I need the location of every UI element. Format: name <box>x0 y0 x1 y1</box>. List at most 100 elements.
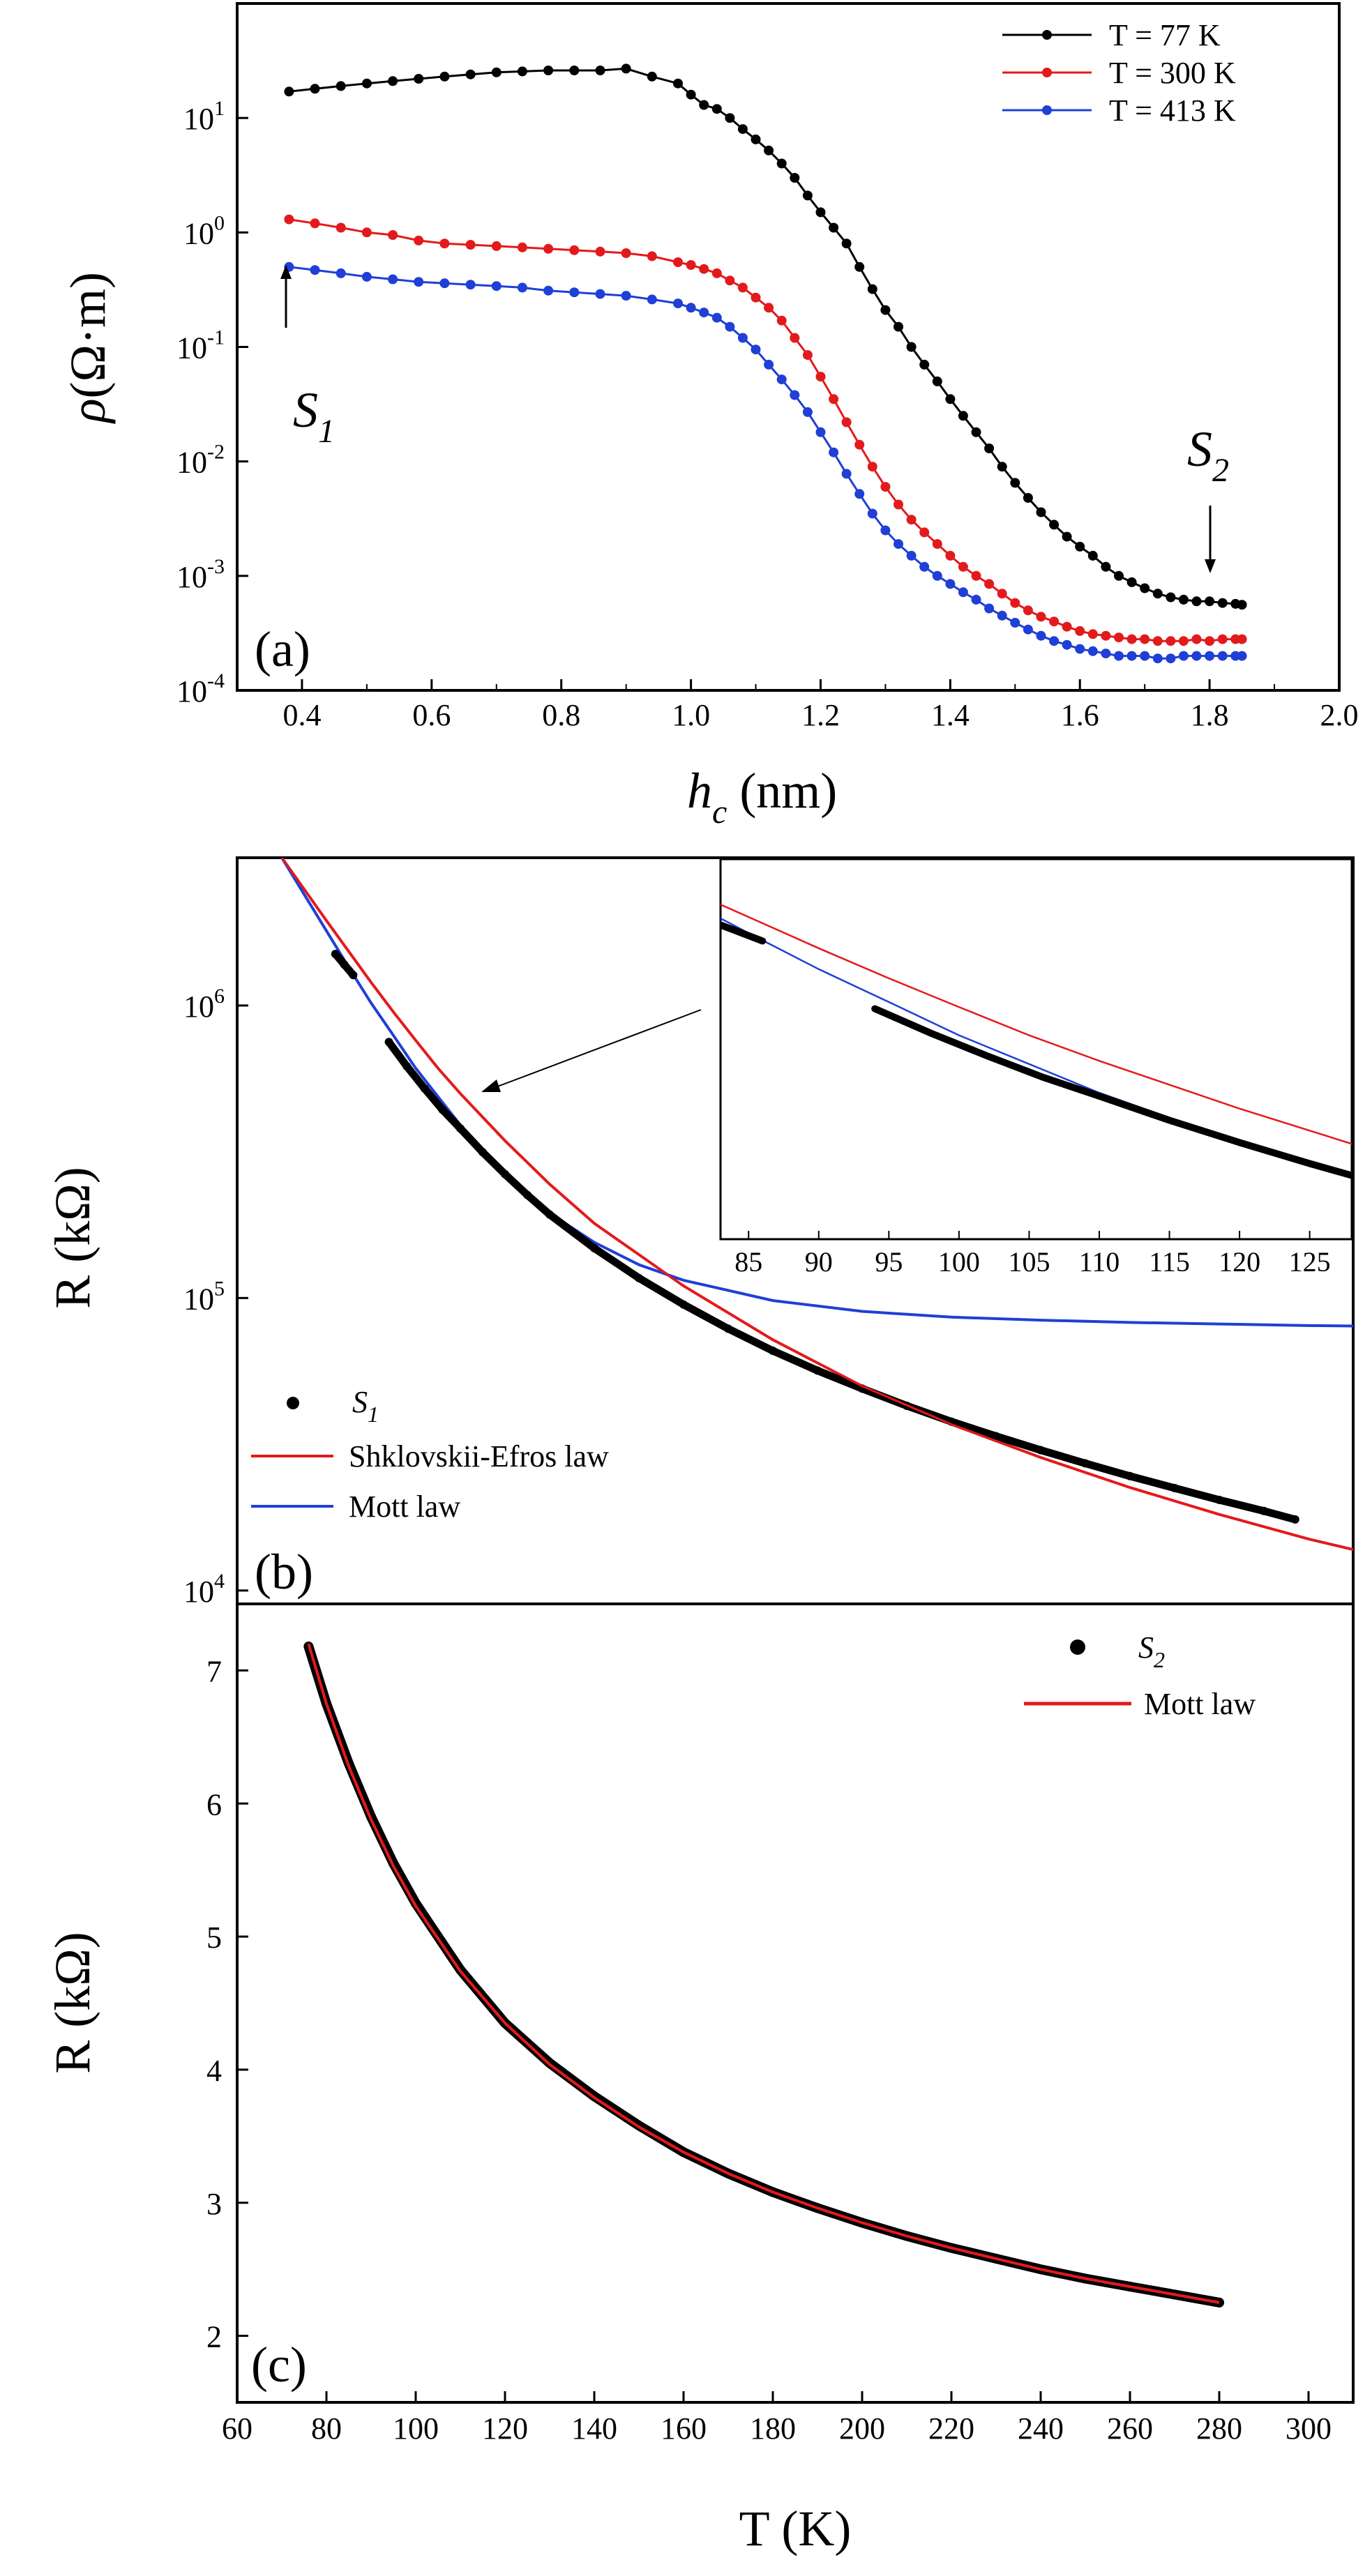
a-series-point <box>1191 596 1202 607</box>
a-series-point <box>647 294 657 305</box>
c-x-tick-label: 300 <box>1286 2411 1332 2446</box>
a-series-point <box>737 124 748 135</box>
a-series-point <box>958 561 968 572</box>
c-x-tick-label: 140 <box>571 2411 617 2446</box>
a-series-point <box>802 350 813 361</box>
a-series-point <box>595 246 605 257</box>
a-series-point <box>737 282 748 293</box>
a-series-point <box>673 78 683 89</box>
a-series-point <box>737 333 748 343</box>
a-series-point <box>1178 636 1189 646</box>
panel-a-resistivity-vs-hc: 0.4 0.6 0.8 1.0 1.2 1.4 1.6 1.8 2.0 10-4 10-3 10-2… <box>60 2 1359 831</box>
a-series-point <box>543 243 554 254</box>
a-series-point <box>919 527 930 538</box>
a-series-point <box>802 190 813 201</box>
inset-series <box>721 903 1352 1179</box>
legend-se-label: Shklovskii-Efros law <box>349 1439 609 1473</box>
annotation-s1-arrowhead <box>280 265 292 279</box>
c-x-tick-label: 220 <box>928 2411 974 2446</box>
a-series-point <box>388 230 398 240</box>
a-series-point <box>1152 653 1163 664</box>
a-series-point <box>686 260 696 270</box>
panel-b-legend: S1 Shklovskii-Efros law Mott law <box>251 1385 609 1524</box>
a-series-point <box>1023 493 1033 503</box>
a-series-point <box>867 508 877 519</box>
a-series-point <box>439 238 450 249</box>
a-series-point <box>1152 636 1163 646</box>
a-series-point <box>880 525 891 536</box>
a-series-point <box>815 372 826 382</box>
a-series-point <box>829 447 839 457</box>
b-series-group <box>280 858 1353 1552</box>
a-series-point <box>1075 541 1085 552</box>
a-series-point <box>1152 589 1163 599</box>
a-series-point <box>880 482 891 492</box>
a-series-point <box>790 390 800 400</box>
a-series-point <box>686 89 696 100</box>
a-series-point <box>388 76 398 86</box>
b-data-point <box>679 1300 688 1309</box>
a-series-point <box>1101 649 1111 659</box>
a-series-point <box>854 489 865 499</box>
panel-c-x-ticks: 60 80 100 120 140 160 180 200 220 240 260 280 300 <box>222 2391 1332 2446</box>
a-series-point <box>1140 651 1150 661</box>
b-data-point <box>456 1124 465 1133</box>
a-series-point <box>699 264 709 274</box>
a-series-point <box>1087 646 1098 656</box>
panel-a-y-axis-label: ρ(Ω·m) <box>60 272 116 424</box>
c-x-tick-label: 100 <box>393 2411 439 2446</box>
c-x-tick-label: 160 <box>661 2411 707 2446</box>
a-x-tick-label: 0.8 <box>542 698 580 732</box>
b-data-point <box>438 1105 447 1114</box>
panel-c-x-axis-label: T (K) <box>739 2501 852 2556</box>
b-data-point <box>590 1243 598 1252</box>
b-data-point <box>420 1084 429 1093</box>
inset-data-trace-low <box>721 921 767 945</box>
legend-s2-label: S2 <box>1138 1630 1165 1672</box>
b-data-point <box>402 1062 412 1070</box>
b-data-point <box>1260 1506 1268 1515</box>
c-x-tick-label: 260 <box>1107 2411 1153 2446</box>
a-series-point <box>621 291 631 301</box>
a-y-tick-label: 100 <box>183 211 225 250</box>
b-data-point <box>769 1347 777 1355</box>
a-legend-label: T = 300 K <box>1109 56 1236 90</box>
a-series-point <box>491 241 502 251</box>
a-series-point <box>465 280 476 290</box>
legend-mott-label: Mott law <box>349 1490 460 1524</box>
b-data-point <box>992 1432 1000 1441</box>
c-x-tick-label: 240 <box>1018 2411 1064 2446</box>
a-series-point <box>621 248 631 258</box>
a-series-point <box>1126 577 1137 587</box>
b-data-point <box>724 1324 732 1333</box>
a-series-point <box>841 238 852 249</box>
a-series-point <box>1237 634 1247 644</box>
a-series-point <box>1126 634 1137 644</box>
a-series-point <box>751 344 761 355</box>
b-data-point <box>635 1273 643 1282</box>
a-series-point <box>595 66 605 75</box>
a-series-point <box>751 134 761 144</box>
b-data-point <box>384 1038 393 1047</box>
a-series-point <box>1166 592 1176 603</box>
a-series-point <box>894 499 903 510</box>
a-x-tick-label: 0.4 <box>282 698 321 732</box>
a-series-point <box>310 265 320 275</box>
a-series-point <box>414 74 424 84</box>
a-series-point <box>388 274 398 285</box>
a-series-point <box>1217 634 1228 644</box>
a-series-point <box>776 374 787 385</box>
inset-x-tick-label: 120 <box>1219 1246 1260 1278</box>
a-legend-marker <box>1042 30 1052 40</box>
a-series-point <box>829 222 839 233</box>
a-series-point <box>517 242 527 252</box>
a-y-tick-label: 10-2 <box>176 441 225 480</box>
a-series-point <box>686 303 696 313</box>
a-series-point <box>439 71 450 82</box>
a-series-point <box>439 278 450 289</box>
a-series-point <box>854 439 865 450</box>
a-y-tick-label: 10-3 <box>176 555 225 594</box>
a-series-point <box>945 550 956 561</box>
panel-a-x-axis-label: hc (nm) <box>687 763 837 831</box>
a-series-point <box>1049 616 1060 627</box>
